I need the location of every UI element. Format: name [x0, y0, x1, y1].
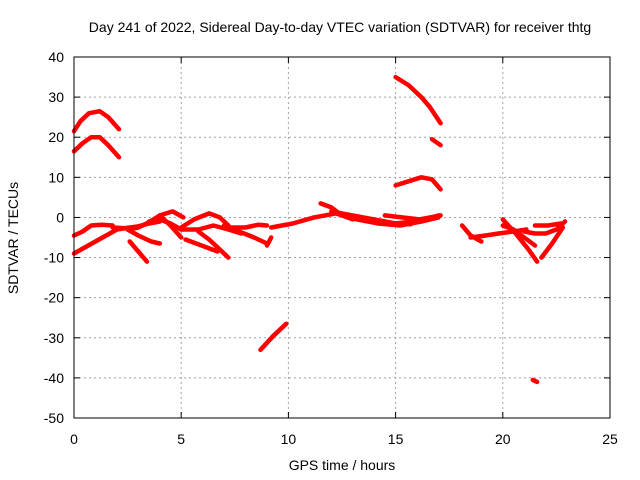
x-tick-label: 10	[281, 431, 297, 447]
y-tick-label: 10	[48, 169, 64, 185]
chart-title: Day 241 of 2022, Sidereal Day-to-day VTE…	[89, 19, 591, 35]
x-tick-labels: 0 5 10 15 20 25	[70, 431, 618, 447]
data-series-arc-11	[178, 211, 231, 230]
data-series-arc-33	[539, 225, 566, 260]
y-tick-label: 40	[48, 49, 64, 65]
data-series-arc-7	[127, 239, 150, 264]
y-tick-labels: -50 -40 -30 -20 -10 0 10 20 30 40	[44, 49, 64, 426]
y-tick-label: -30	[44, 330, 64, 346]
y-tick-label: -10	[44, 250, 64, 266]
data-series-arc-1	[71, 108, 122, 134]
y-tick-label: 20	[48, 129, 64, 145]
data-series-arc-17	[264, 235, 274, 248]
y-axis-label: SDTVAR / TECUs	[5, 182, 21, 294]
y-tick-label: -40	[44, 370, 64, 386]
x-tick-label: 25	[602, 431, 618, 447]
data-series-arc-24	[393, 74, 443, 126]
data-series-arc-32	[532, 221, 563, 228]
data-series-arc-10	[157, 213, 184, 240]
y-tick-label: 0	[56, 209, 64, 225]
data-series-arc-30	[500, 223, 538, 248]
y-tick-label: -20	[44, 290, 64, 306]
data-series-arc-6	[125, 227, 163, 246]
data-series-arc-18	[258, 321, 289, 353]
data-series-arc-16	[228, 222, 270, 230]
data-series-arc-23	[393, 213, 441, 226]
y-tick-label: 30	[48, 89, 64, 105]
axis-ticks	[73, 56, 611, 419]
data-series-arc-26	[429, 136, 443, 148]
data-series-arc-25	[393, 175, 443, 192]
y-tick-label: -50	[44, 410, 64, 426]
x-axis-label: GPS time / hours	[289, 457, 396, 473]
x-tick-label: 5	[177, 431, 185, 447]
x-tick-label: 20	[495, 431, 511, 447]
plot-frame	[73, 56, 611, 419]
data-series-layer	[71, 74, 568, 385]
data-series-arc-3	[71, 222, 115, 238]
x-tick-label: 15	[388, 431, 404, 447]
data-series-arc-13	[183, 237, 220, 254]
grid	[74, 57, 610, 418]
data-series-arc-14	[196, 229, 231, 260]
data-series-arc-34	[530, 377, 540, 385]
data-series-arc-31	[521, 219, 568, 236]
x-tick-label: 0	[70, 431, 78, 447]
data-series-arc-2	[71, 134, 122, 160]
